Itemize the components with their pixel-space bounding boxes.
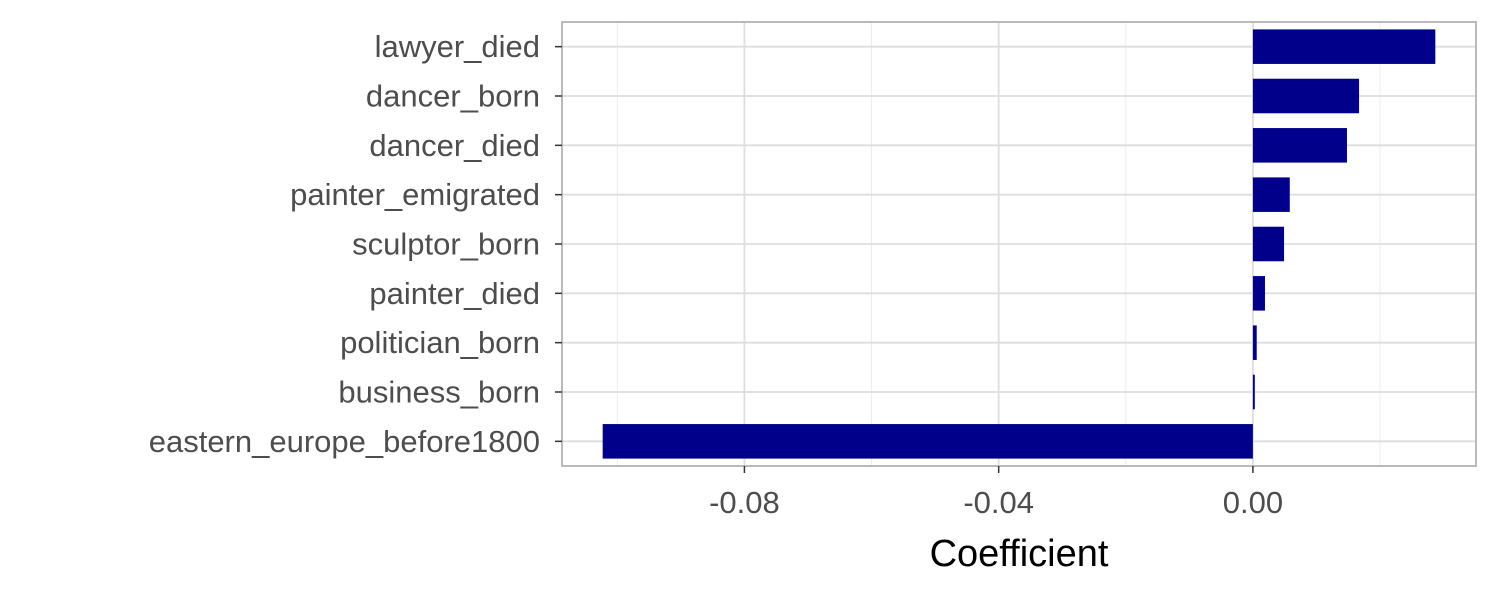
y-tick-label: sculptor_born [352,227,540,262]
bar-painter-died [1252,276,1265,311]
x-axis-title: Coefficient [930,533,1109,575]
bar-eastern-europe-before1800 [602,424,1253,459]
x-tick-label: -0.04 [963,485,1034,520]
x-tick-label: 0.00 [1223,485,1283,520]
bar-dancer-died [1252,128,1347,163]
y-tick-label: politician_born [340,325,540,360]
y-tick-label: painter_died [369,276,540,311]
x-axis: -0.08 -0.04 0.00 [709,466,1283,520]
bar-sculptor-born [1252,226,1285,262]
x-tick-label: -0.08 [709,485,780,520]
y-tick-label: painter_emigrated [290,177,540,212]
bar-business-born [1252,374,1255,410]
bar-lawyer-died [1252,29,1436,64]
bar-dancer-born [1252,78,1360,114]
bar-politician-born [1252,325,1257,360]
y-axis: lawyer_died dancer_born dancer_diedpainter… [149,29,562,459]
y-tick-label: business_born [338,375,540,410]
bar-painter-emigrated [1252,177,1290,212]
bars-layer [602,29,1436,459]
y-tick-label: dancer_died [369,128,540,163]
y-tick-label: eastern_europe_before1800 [149,424,540,459]
y-tick-label: lawyer_died [375,29,540,64]
y-tick-label: dancer_born [366,79,540,114]
